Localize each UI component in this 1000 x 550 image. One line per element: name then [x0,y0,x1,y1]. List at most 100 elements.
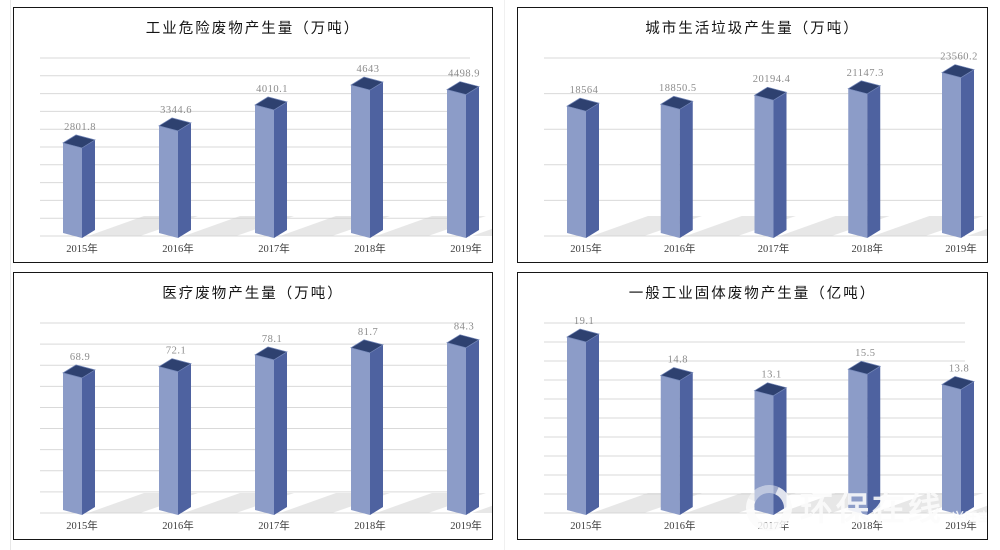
bar-value-label: 13.1 [761,370,781,381]
bar-top-face [158,117,192,132]
x-axis-label: 2017年 [258,242,290,255]
x-axis-label: 2018年 [354,519,386,532]
bar-top-face [847,360,882,375]
x-axis-label: 2016年 [664,242,696,255]
bar-value-label: 15.5 [855,348,875,359]
bar-top-face [62,364,96,379]
x-axis-label: 2018年 [852,242,884,255]
bar-top-face [350,339,384,354]
chart-panel-general-industrial-solid-waste: 一般工业固体废物产生量（亿吨） 19.1 2015年 14.8 2016年 13.1 20… [517,272,988,540]
bar-value-label: 18564 [570,85,599,96]
bar-value-label: 20194.4 [753,74,791,85]
bar-value-label: 72.1 [166,346,186,357]
bar-shadow [967,228,987,236]
x-axis-label: 2016年 [664,519,696,532]
x-axis-label: 2017年 [758,242,790,255]
bar-right-face [370,82,383,238]
x-axis-label: 2015年 [570,242,602,255]
bar-right-face [679,372,693,515]
bar-left-face [447,89,466,238]
bar-value-label: 81.7 [358,327,378,338]
bar-right-face [82,369,95,515]
bar-value-label: 21147.3 [847,68,884,79]
bar-left-face [848,369,868,515]
bar-value-label: 3344.6 [160,105,192,116]
x-axis-label: 2017年 [758,519,790,532]
bar-right-face [961,69,974,238]
bar-right-face [867,366,881,515]
bar-right-face [773,387,787,515]
bar-top-face [62,134,96,149]
bar-right-face [82,139,95,238]
x-axis-label: 2015年 [66,519,98,532]
bar-left-face [754,390,774,515]
bar-right-face [867,85,881,238]
bar-right-face [961,381,974,515]
chart-panel-industrial-hazardous-waste: 工业危险废物产生量（万吨） 2801.8 2015年 3344.6 2016年 4010… [13,7,493,263]
bar-right-face [679,101,693,238]
bar-value-label: 13.8 [949,363,969,374]
bar-left-face [942,384,961,515]
bar-top-face [446,334,480,349]
bar-top-face [566,328,600,343]
bar-left-face [567,106,586,238]
bar-value-label: 14.8 [668,354,688,365]
bar-chart-municipal-solid-waste: 18564 2015年 18850.5 2016年 20194.4 2017年 21147.… [544,52,987,255]
bar-top-face [941,64,975,78]
bar-right-face [274,101,287,238]
bar-top-face [659,95,694,110]
bar-right-face [466,86,479,238]
page-seam-center [504,0,505,550]
bar-right-face [586,103,599,238]
chart-title: 工业危险废物产生量（万吨） [145,21,361,37]
bar-right-face [178,122,191,238]
bar-top-face [659,367,694,381]
bar-left-face [159,125,178,238]
bar-value-label: 2801.8 [64,122,96,133]
bar-top-face [847,80,882,95]
bar-top-face [254,346,288,361]
x-axis-label: 2017年 [258,519,290,532]
bar-left-face [351,85,370,238]
chart-grid: 工业危险废物产生量（万吨） 2801.8 2015年 3344.6 2016年 4010… [13,7,988,540]
bar-left-face [942,72,961,238]
bar-left-face [848,88,868,238]
bar-top-face [941,376,975,390]
bar-left-face [63,142,82,238]
chart-title: 城市生活垃圾产生量（万吨） [645,21,860,37]
bar-top-face [158,358,192,372]
bar-top-face [753,382,788,397]
chart-panel-municipal-solid-waste: 城市生活垃圾产生量（万吨） 18564 2015年 18850.5 2016年 2019… [517,7,988,263]
bar-chart-industrial-hazardous-waste: 2801.8 2015年 3344.6 2016年 4010.1 2017年 4643 201… [40,57,492,255]
bar-top-face [254,96,288,111]
x-axis-label: 2018年 [852,519,884,532]
x-axis-label: 2015年 [66,242,98,255]
page-seam-left [10,0,11,550]
bar-shadow [472,228,492,236]
bar-value-label: 4498.9 [448,69,480,80]
bar-left-face [351,347,370,515]
bar-left-face [660,104,680,238]
chart-title: 医疗废物产生量（万吨） [162,286,344,302]
bar-value-label: 18850.5 [659,83,697,94]
bar-top-face [446,81,480,95]
bar-left-face [567,337,586,515]
bar-top-face [350,76,384,91]
bar-value-label: 4643 [357,64,380,75]
bar-left-face [754,95,774,238]
bar-left-face [255,104,274,238]
x-axis-label: 2019年 [450,242,482,255]
bar-left-face [255,354,274,515]
bar-value-label: 23560.2 [940,52,978,63]
x-axis-label: 2019年 [450,519,482,532]
bar-right-face [370,344,383,515]
bar-value-label: 4010.1 [256,84,288,95]
chart-panel-medical-waste: 医疗废物产生量（万吨） 68.9 2015年 72.1 2016年 78.1 2017年 8… [13,272,493,540]
bar-value-label: 19.1 [574,316,594,327]
bar-left-face [660,375,680,515]
x-axis-label: 2016年 [162,519,194,532]
x-axis-label: 2016年 [162,242,194,255]
bar-left-face [159,366,178,515]
bar-top-face [566,97,600,112]
bar-chart-medical-waste: 68.9 2015年 72.1 2016年 78.1 2017年 81.7 2018年 84.3… [40,322,492,532]
